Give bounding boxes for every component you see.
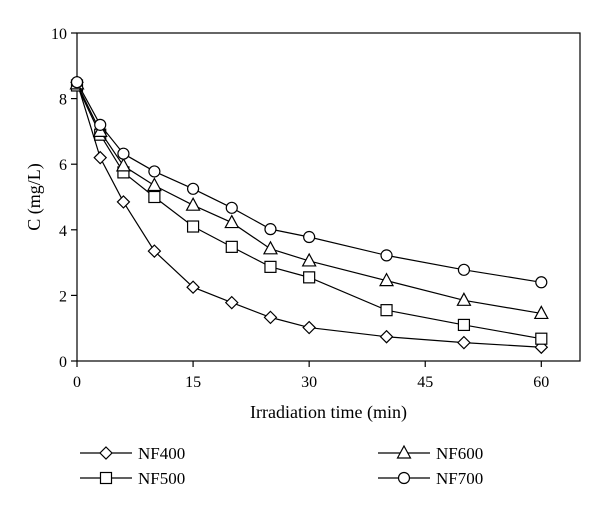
x-axis-ticks: 0 15 30 45 60 <box>73 361 549 391</box>
x-axis-title: Irradiation time (min) <box>250 402 407 423</box>
data-point <box>94 118 107 131</box>
data-point <box>224 295 239 310</box>
data-point <box>264 223 277 236</box>
data-point <box>302 320 317 335</box>
y-tick-label: 0 <box>59 354 67 371</box>
x-tick-label: 60 <box>533 374 549 391</box>
data-point <box>380 249 393 262</box>
data-point <box>117 147 130 160</box>
y-tick-label: 2 <box>59 288 67 305</box>
data-point <box>380 304 393 317</box>
data-point <box>301 252 317 267</box>
data-point <box>225 201 238 214</box>
y-tick-label: 4 <box>59 223 67 240</box>
legend-label: NF500 <box>138 469 185 488</box>
data-point <box>186 182 200 195</box>
data-point <box>115 157 131 172</box>
data-point <box>147 244 162 258</box>
x-tick-label: 30 <box>301 374 317 391</box>
data-point <box>456 292 472 306</box>
data-point <box>116 195 131 209</box>
data-point <box>535 332 548 345</box>
y-tick-label: 8 <box>59 92 67 109</box>
x-tick-label: 15 <box>185 374 201 391</box>
data-point <box>148 190 161 204</box>
legend-marker <box>99 471 113 485</box>
plot-area <box>76 32 581 362</box>
data-point <box>70 76 84 89</box>
data-point <box>533 305 549 320</box>
legend-item-nf400: NF400 <box>80 444 185 463</box>
data-point <box>379 329 394 344</box>
data-point <box>535 276 548 289</box>
data-point <box>263 310 278 325</box>
legend-label: NF400 <box>138 444 185 463</box>
legend-label: NF600 <box>436 444 483 463</box>
data-point <box>457 335 471 350</box>
y-tick-label: 10 <box>51 26 67 43</box>
data-point <box>186 220 200 233</box>
data-point <box>186 280 200 295</box>
legend: NF400 NF500 NF600 NF700 <box>80 444 483 488</box>
legend-item-nf600: NF600 <box>378 444 483 463</box>
data-point <box>262 240 278 255</box>
data-point <box>93 150 108 165</box>
data-point <box>457 263 471 276</box>
series-line-nf700 <box>76 81 542 283</box>
legend-marker <box>99 446 113 460</box>
series-line-nf400 <box>76 82 542 348</box>
series-nf500 <box>70 79 548 345</box>
data-point <box>224 214 240 229</box>
data-point <box>303 230 316 244</box>
data-point <box>264 260 277 273</box>
legend-marker <box>396 444 412 459</box>
series-line-nf500 <box>76 85 542 340</box>
data-point <box>303 271 316 284</box>
series-nf400 <box>70 75 549 355</box>
data-point <box>225 240 238 253</box>
legend-item-nf700: NF700 <box>378 469 483 488</box>
series-nf600 <box>69 75 549 320</box>
y-axis-ticks: 0 2 4 6 8 10 <box>51 26 77 371</box>
legend-item-nf500: NF500 <box>80 469 185 488</box>
x-tick-label: 0 <box>73 374 81 391</box>
series-nf700 <box>70 76 548 289</box>
series-layer <box>69 75 549 355</box>
x-tick-label: 45 <box>417 374 433 391</box>
data-point <box>457 318 471 332</box>
y-axis-title: C (mg/L) <box>24 163 45 231</box>
plot-frame <box>76 32 581 362</box>
data-point <box>379 272 395 287</box>
legend-label: NF700 <box>436 469 483 488</box>
data-point <box>148 165 161 178</box>
data-point <box>185 196 201 211</box>
y-tick-label: 6 <box>59 157 67 174</box>
data-point <box>146 177 162 192</box>
legend-marker <box>397 471 411 485</box>
